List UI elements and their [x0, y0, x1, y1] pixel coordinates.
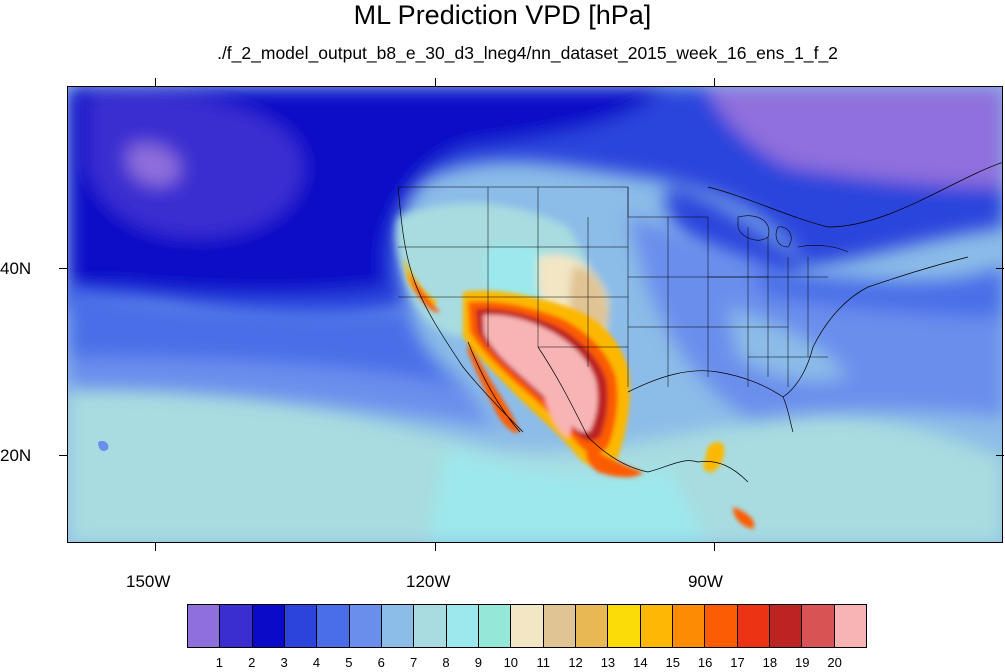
lon-label-90w: 90W [688, 572, 723, 591]
colorbar-swatch [317, 605, 350, 647]
colorbar-swatch [640, 605, 673, 647]
colorbar-swatch [478, 605, 512, 647]
colorbar-label: 18 [762, 655, 778, 670]
colorbar-swatch [575, 605, 609, 647]
colorbar-label: 9 [474, 655, 483, 670]
colorbar-label: 4 [312, 655, 321, 670]
colorbar-label: 2 [248, 655, 256, 670]
colorbar-label: 7 [410, 655, 418, 670]
colorbar-swatch [188, 605, 221, 647]
lon-label-150w: 150W [126, 572, 171, 591]
state-borders [398, 186, 828, 387]
colorbar-label: 11 [536, 655, 550, 670]
southern-band [68, 385, 1002, 542]
lat-label-20n: 20N [0, 446, 32, 465]
colorbar-swatch [608, 605, 641, 647]
colorbar-label: 10 [503, 655, 519, 670]
tick-20n-right [996, 455, 1004, 456]
tick-20n-left [59, 455, 67, 456]
tick-150w-bottom [155, 543, 156, 551]
colorbar-swatch [252, 605, 285, 647]
colorbar-swatch [220, 605, 253, 647]
tick-150w-top [155, 78, 156, 86]
colorbar-swatch [349, 605, 382, 647]
tick-40n-left [59, 268, 67, 269]
colorbar-swatch [802, 605, 835, 647]
colorbar-swatch [834, 605, 866, 647]
colorbar-swatch [737, 605, 770, 647]
coastlines [397, 162, 1002, 483]
tick-120w-top [435, 78, 436, 86]
colorbar-label: 17 [730, 655, 745, 670]
map-canvas [68, 87, 1002, 542]
colorbar-swatch [769, 605, 803, 647]
map-title: ML Prediction VPD [hPa] [353, 0, 652, 30]
colorbar-label: 5 [345, 655, 353, 670]
colorbar-label: 16 [697, 655, 713, 670]
tick-40n-right [996, 268, 1004, 269]
tick-90w-top [714, 78, 715, 86]
colorbar-swatch [511, 605, 544, 647]
colorbar-swatch [672, 605, 706, 647]
tick-120w-bottom [435, 543, 436, 551]
vpd-map [67, 86, 1003, 543]
tick-90w-bottom [714, 543, 715, 551]
colorbar-label: 19 [795, 655, 810, 670]
hawaii-island [98, 440, 109, 451]
colorbar-label: 20 [827, 655, 842, 670]
midlat-band [68, 217, 1002, 427]
lon-label-120w: 120W [406, 572, 451, 591]
colorbar-label: 15 [665, 655, 680, 670]
colorbar-label: 13 [600, 655, 616, 670]
colorbar-label: 8 [442, 655, 450, 670]
colorbar-swatch [446, 605, 479, 647]
colorbar-swatch [381, 605, 415, 647]
northern-band [68, 87, 1002, 322]
map-subtitle: ./f_2_model_output_b8_e_30_d3_lneg4/nn_d… [217, 43, 838, 63]
colorbar [187, 604, 867, 648]
colorbar-label: 6 [377, 655, 385, 670]
colorbar-label: 3 [280, 655, 288, 670]
colorbar-swatch [414, 605, 447, 647]
lat-label-40n: 40N [0, 259, 32, 278]
colorbar-label: 14 [633, 655, 648, 670]
colorbar-label: 1 [215, 655, 223, 670]
colorbar-label: 12 [568, 655, 583, 670]
colorbar-swatch [705, 605, 738, 647]
colorbar-swatch [543, 605, 576, 647]
colorbar-swatch [284, 605, 318, 647]
